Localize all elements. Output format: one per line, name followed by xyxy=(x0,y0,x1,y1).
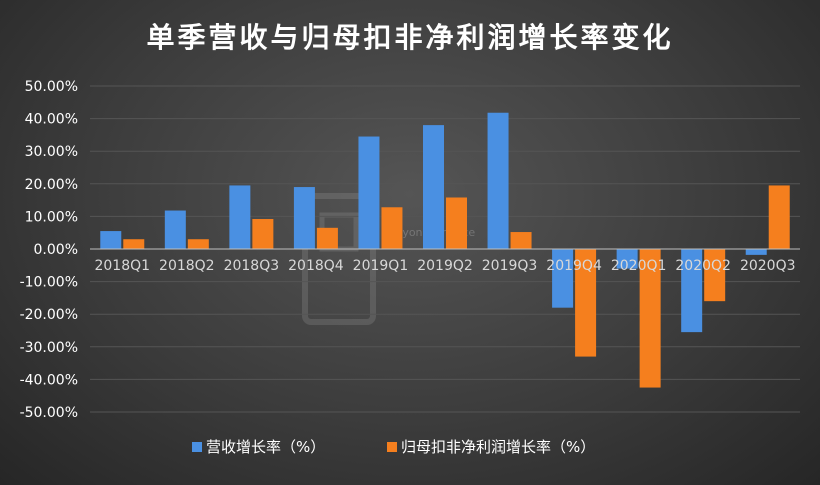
bar-profit-2019Q2 xyxy=(446,197,467,249)
bar-revenue-2018Q1 xyxy=(100,231,122,249)
bar-profit-2020Q3 xyxy=(768,185,790,249)
bar-revenue-2019Q3 xyxy=(487,112,509,250)
x-tick-label: 2018Q1 xyxy=(94,258,150,274)
y-tick-label: -50.00% xyxy=(20,405,78,421)
y-tick-label: 10.00% xyxy=(25,209,78,225)
y-tick-label: 0.00% xyxy=(34,242,78,258)
legend-swatch-2 xyxy=(387,442,397,452)
x-tick-label: 2018Q2 xyxy=(159,258,215,274)
y-tick-label: -40.00% xyxy=(20,372,78,388)
bar-revenue-2018Q3 xyxy=(229,185,251,249)
y-tick-label: 20.00% xyxy=(25,177,78,193)
x-tick-label: 2018Q4 xyxy=(288,258,344,274)
x-tick-label: 2019Q3 xyxy=(482,258,538,274)
legend-label-1: 营收增长率（%） xyxy=(206,438,325,456)
bar-revenue-2019Q4 xyxy=(552,249,574,308)
y-tick-label: -30.00% xyxy=(20,340,78,356)
y-tick-label: 40.00% xyxy=(25,112,78,128)
chart-title: 单季营收与归母扣非净利润增长率变化 xyxy=(146,21,674,54)
bar-revenue-2018Q2 xyxy=(164,210,186,249)
y-tick-label: 50.00% xyxy=(25,79,78,95)
y-tick-label: -20.00% xyxy=(20,307,78,323)
bar-profit-2019Q4 xyxy=(575,249,597,357)
bar-profit-2018Q2 xyxy=(187,239,209,249)
legend-swatch-1 xyxy=(192,442,202,452)
legend-label-2: 归母扣非净利润增长率（%） xyxy=(401,438,595,456)
x-tick-label: 2020Q1 xyxy=(611,258,667,274)
y-tick-label: 30.00% xyxy=(25,144,78,160)
x-tick-label: 2019Q1 xyxy=(353,258,409,274)
x-tick-label: 2019Q4 xyxy=(546,258,602,274)
x-tick-label: 2019Q2 xyxy=(417,258,473,274)
watermark-frame xyxy=(302,193,376,325)
x-tick-label: 2020Q3 xyxy=(740,258,796,274)
bar-revenue-2019Q2 xyxy=(423,125,444,249)
bar-profit-2020Q2 xyxy=(704,249,726,302)
bar-profit-2018Q1 xyxy=(123,239,145,249)
bar-revenue-2018Q4 xyxy=(293,187,315,249)
bar-revenue-2020Q1 xyxy=(616,249,638,269)
bar-revenue-2019Q1 xyxy=(358,136,380,249)
x-tick-label: 2020Q2 xyxy=(675,258,731,274)
bar-profit-2020Q1 xyxy=(639,249,661,388)
bar-revenue-2020Q2 xyxy=(681,249,703,333)
y-tick-label: -10.00% xyxy=(20,275,78,291)
bar-profit-2019Q1 xyxy=(381,207,403,249)
x-tick-label: 2018Q3 xyxy=(224,258,280,274)
bar-profit-2018Q4 xyxy=(316,227,338,249)
bar-revenue-2020Q3 xyxy=(745,249,767,255)
bar-profit-2019Q3 xyxy=(510,232,532,249)
bar-profit-2018Q3 xyxy=(252,219,274,249)
